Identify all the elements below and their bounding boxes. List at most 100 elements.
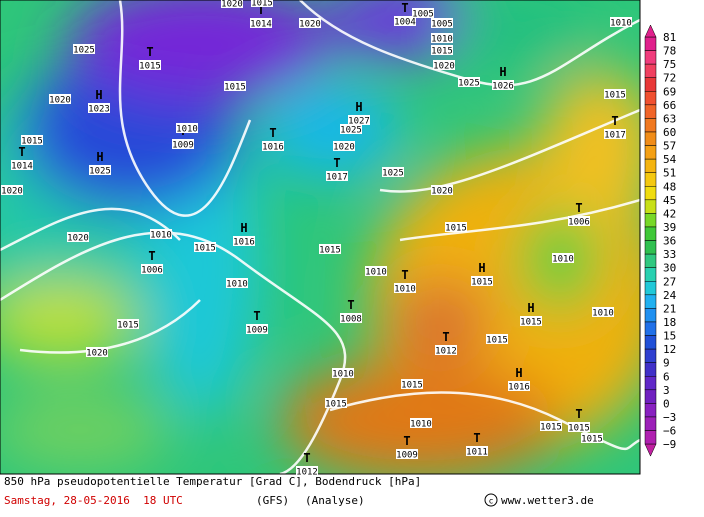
isobar-label: 1025 xyxy=(73,46,95,56)
isobar-label-box xyxy=(333,141,355,151)
isobar-label-box xyxy=(49,94,71,104)
isobar-label-box xyxy=(226,278,248,288)
colorbar-swatch xyxy=(644,186,657,201)
pressure-center-value: 1017 xyxy=(326,173,348,183)
pressure-center-letter: H xyxy=(355,100,362,114)
pressure-center-value-box xyxy=(340,313,362,323)
pressure-center-letter: T xyxy=(611,114,618,128)
isobar-label: 1015 xyxy=(431,47,453,57)
isobar-label: 1020 xyxy=(221,0,243,10)
isobar-label: 1015 xyxy=(540,423,562,433)
isobar-label: 1010 xyxy=(150,231,172,241)
pressure-center-letter: H xyxy=(527,301,534,315)
temperature-field xyxy=(0,0,640,474)
pressure-center-letter: T xyxy=(401,1,408,15)
isobar-label: 1020 xyxy=(333,143,355,153)
pressure-center-value: 1016 xyxy=(262,143,284,153)
isobar-label-box xyxy=(540,421,562,431)
isobar-label: 1010 xyxy=(226,280,248,290)
isobar-label-box xyxy=(581,433,603,443)
isobar-label: 1025 xyxy=(458,79,480,89)
pressure-center-letter: T xyxy=(442,330,449,344)
colorbar-label: 63 xyxy=(663,112,676,125)
colorbar-label: 18 xyxy=(663,316,676,329)
isobar-label: 1015 xyxy=(194,244,216,254)
isobar-label-box xyxy=(21,135,43,145)
pressure-center-value-box xyxy=(394,16,416,26)
isobar-label: 1020 xyxy=(67,234,89,244)
pressure-center-letter: T xyxy=(257,3,264,17)
colorbar-swatch xyxy=(644,389,657,404)
isobar-label-box xyxy=(73,44,95,54)
pressure-center-value-box xyxy=(172,139,194,149)
isobar-label: 1020 xyxy=(86,349,108,359)
isobar-label-box xyxy=(433,60,455,70)
pressure-center-value: 1012 xyxy=(435,347,457,357)
colorbar-swatch xyxy=(644,158,657,173)
pressure-center-letter: T xyxy=(269,126,276,140)
pressure-center-value-box xyxy=(568,422,590,432)
colorbar-label: 51 xyxy=(663,167,676,180)
colorbar-swatch xyxy=(644,416,657,431)
colorbar-label: 36 xyxy=(663,235,676,248)
colorbar-label: 15 xyxy=(663,330,676,343)
isobar-label: 1005 xyxy=(431,20,453,30)
isobar-label: 1015 xyxy=(401,381,423,391)
pressure-center-value: 1023 xyxy=(88,105,110,115)
colorbar-label: 72 xyxy=(663,72,676,85)
colorbar-label: 78 xyxy=(663,45,676,58)
pressure-center-letter: T xyxy=(18,145,25,159)
isobar-label-box xyxy=(176,123,198,133)
pressure-center-value: 1014 xyxy=(11,162,33,172)
pressure-center-value-box xyxy=(296,466,318,476)
pressure-center-value: 1016 xyxy=(508,383,530,393)
colorbar-swatch xyxy=(644,267,657,282)
isobar-label-box xyxy=(86,347,108,357)
isobar-label-box xyxy=(194,242,216,252)
pressure-center-value: 1015 xyxy=(471,278,493,288)
colorbar-top-arrow xyxy=(644,24,657,38)
pressure-center-letter: H xyxy=(478,261,485,275)
colorbar-label: −9 xyxy=(663,438,676,451)
isobar-label: 1020 xyxy=(431,187,453,197)
isobar-label-box xyxy=(382,167,404,177)
colorbar-label: 81 xyxy=(663,31,676,44)
pressure-center-value: 1009 xyxy=(172,141,194,151)
pressure-center-value-box xyxy=(394,283,416,293)
footer-model: (GFS) xyxy=(256,494,289,507)
pressure-center-value-box xyxy=(604,129,626,139)
colorbar-swatch xyxy=(644,118,657,133)
isobar-label: 1010 xyxy=(410,420,432,430)
pressure-center-value: 1015 xyxy=(520,318,542,328)
pressure-center-value: 1006 xyxy=(141,266,163,276)
colorbar-swatch xyxy=(644,91,657,106)
colorbar-label: 33 xyxy=(663,248,676,261)
colorbar-label: 30 xyxy=(663,262,676,275)
pressure-center-value-box xyxy=(262,141,284,151)
isobar-label: 1010 xyxy=(176,125,198,135)
isobar-label-box xyxy=(431,185,453,195)
isobar-label: 1010 xyxy=(552,255,574,265)
pressure-center-value-box xyxy=(88,103,110,113)
colorbar-label: 69 xyxy=(663,85,676,98)
pressure-center-value-box xyxy=(11,160,33,170)
pressure-center-value: 1009 xyxy=(246,326,268,336)
colorbar: 8178757269666360575451484542393633302724… xyxy=(644,24,677,457)
colorbar-label: 42 xyxy=(663,207,676,220)
pressure-center-value-box xyxy=(250,18,272,28)
colorbar-swatch xyxy=(644,376,657,391)
map-frame xyxy=(0,0,641,475)
colorbar-label: 39 xyxy=(663,221,676,234)
pressure-center-letter: H xyxy=(499,65,506,79)
colorbar-swatch xyxy=(644,362,657,377)
pressure-center-value: 1009 xyxy=(396,451,418,461)
pressure-center-value-box xyxy=(508,381,530,391)
pressure-center-value-box xyxy=(326,171,348,181)
pressure-center-value-box xyxy=(246,324,268,334)
colorbar-label: 54 xyxy=(663,153,677,166)
colorbar-label: 6 xyxy=(663,370,670,383)
isobar-label: 1010 xyxy=(431,35,453,45)
pressure-center-letter: T xyxy=(473,431,480,445)
colorbar-label: 21 xyxy=(663,302,676,315)
